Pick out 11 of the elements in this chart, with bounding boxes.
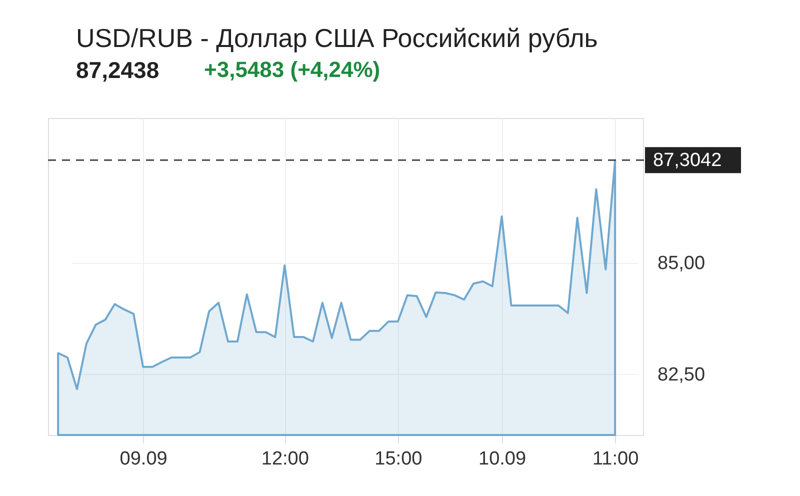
ref-line-label: 87,3042 (653, 150, 722, 172)
x-tick-label: 11:00 (592, 448, 639, 470)
x-tick-label: 09.09 (120, 448, 168, 470)
x-tick-label: 10.09 (478, 448, 526, 470)
x-tick-label: 12:00 (261, 448, 309, 470)
text: +3,5483 (+4,24%) (204, 57, 380, 82)
y-tick-label: 85,00 (658, 253, 706, 274)
y-tick-label: 82,50 (658, 364, 706, 386)
chart-subtitle: 87,2438 (76, 57, 160, 83)
chart-title: USD/RUB - Доллар США Российский рубль (76, 23, 598, 53)
x-tick-label: 15:00 (374, 448, 422, 470)
